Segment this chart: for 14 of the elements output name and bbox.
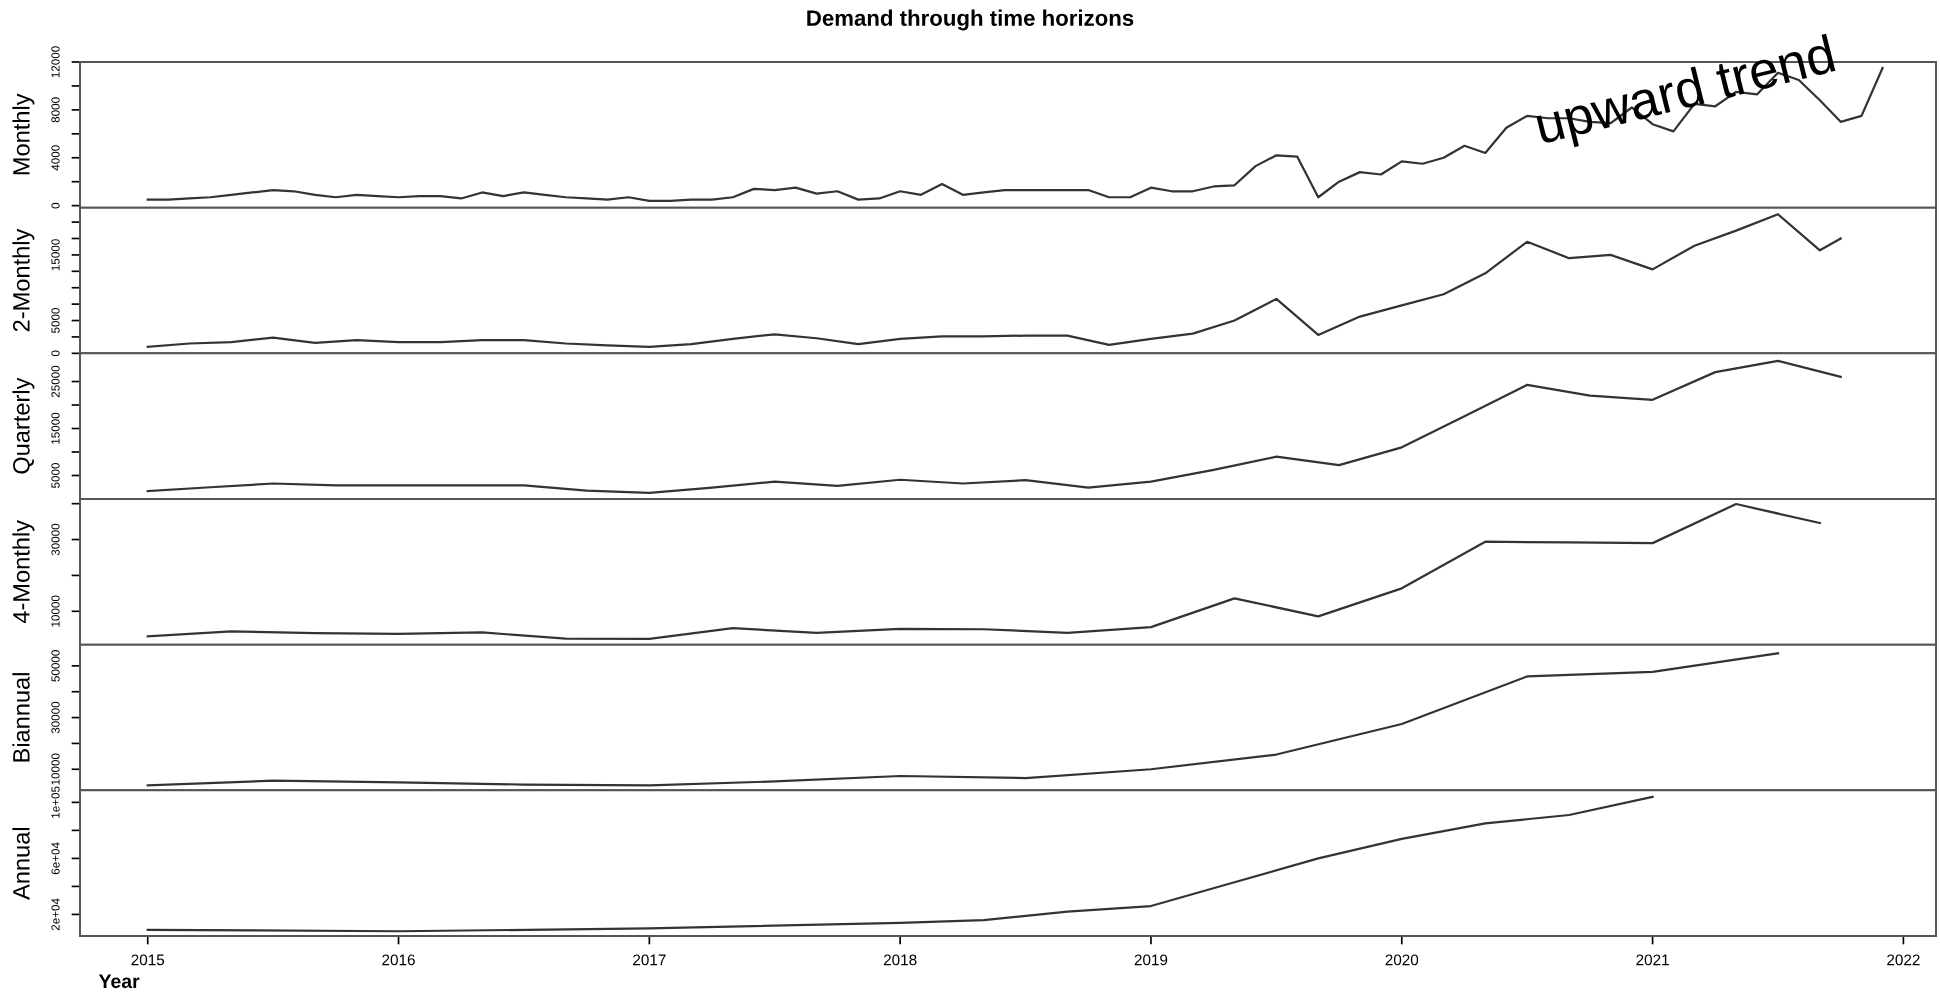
x-axis-title: Year [98,974,140,989]
line-series [146,652,1780,787]
y-axis-title: Biannual [12,673,30,762]
line-series [146,213,1842,348]
y-axis-title: Monthly [12,93,35,175]
y-axis-title: 2-Monthly [12,228,35,332]
line-series [146,795,1654,933]
y-axis-title: Annual [12,827,30,900]
annotation: upward trend [1533,33,1839,155]
chart-title: Demand through time horizons [807,9,1134,31]
line-series [146,502,1821,641]
y-axis-title: Quarterly [12,377,35,474]
y-axis-title: 4-Monthly [12,520,35,624]
line-series [146,359,1842,494]
